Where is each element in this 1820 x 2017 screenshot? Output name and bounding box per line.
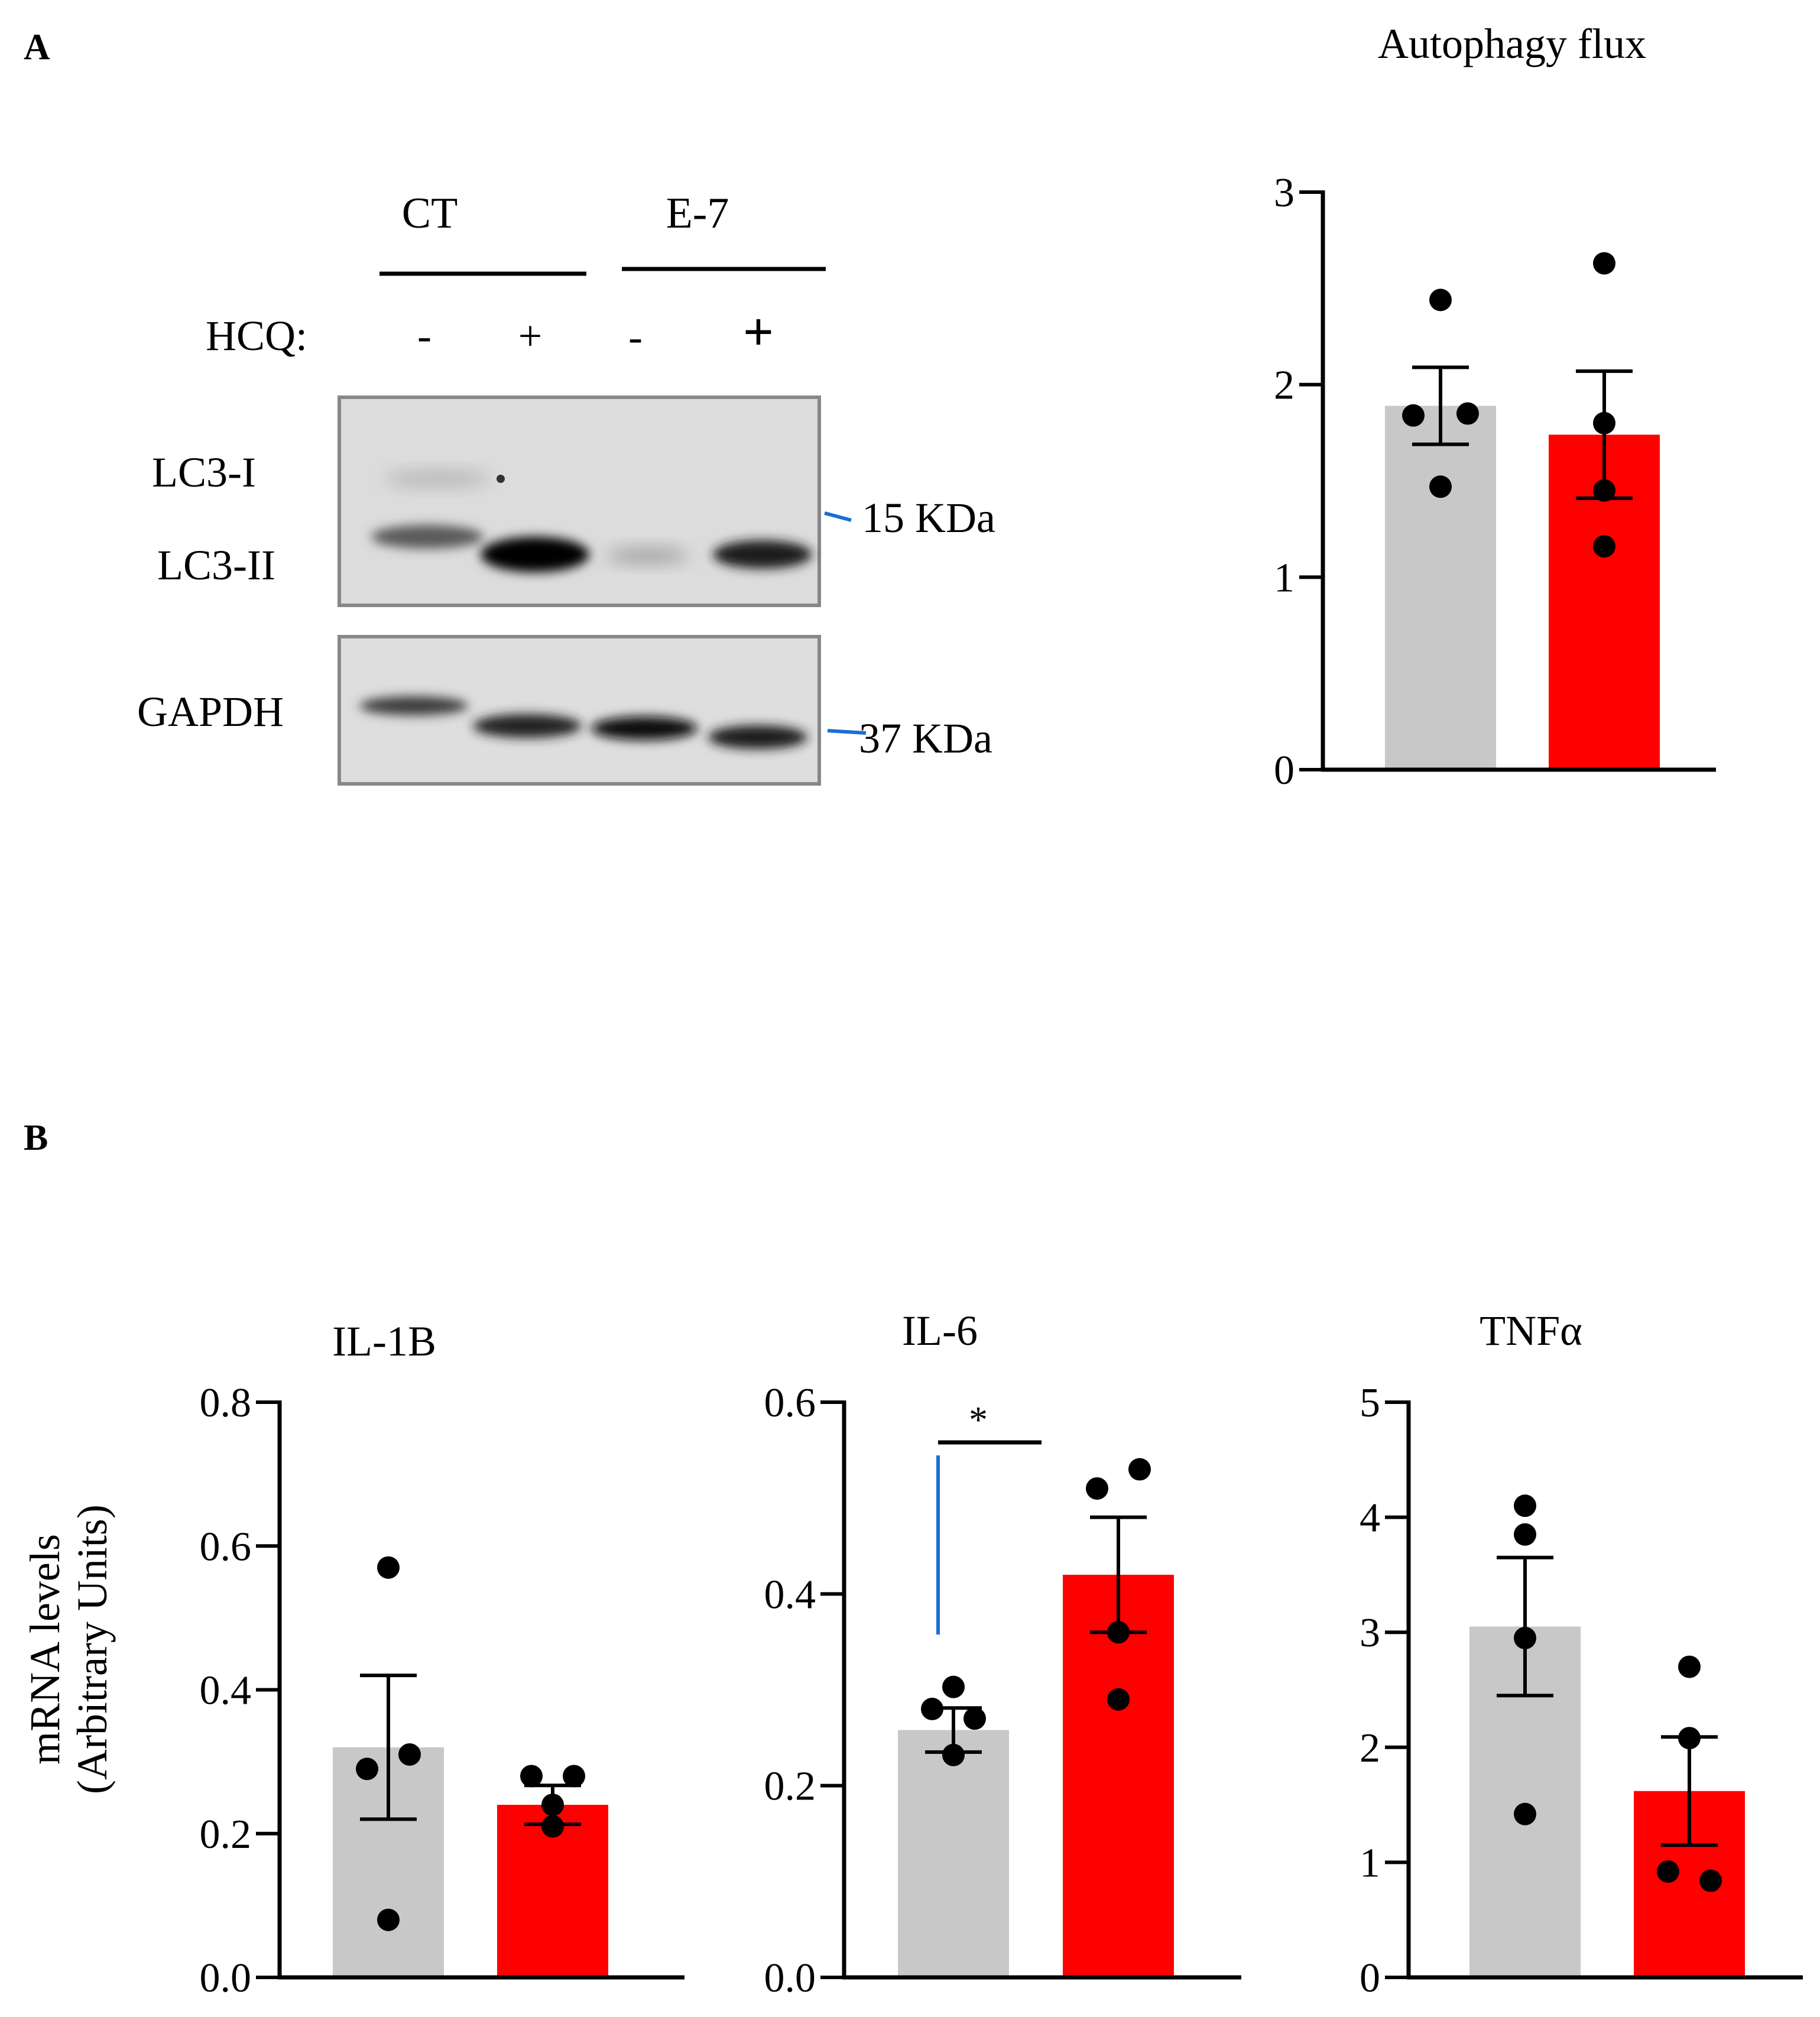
data-point — [942, 1743, 965, 1766]
western-blot-gapdh-image — [338, 635, 821, 786]
group-label-ct: CT — [402, 189, 458, 238]
data-point — [541, 1815, 564, 1838]
chart-autophagy-flux: Autophagy flux 0 1 2 3 — [1274, 20, 1716, 793]
lane-sign-3: - — [628, 313, 643, 361]
marker-tick-15 — [824, 511, 852, 522]
data-point — [1086, 1477, 1108, 1500]
y-tick-label: 1 — [1360, 1840, 1380, 1886]
chart-il-6: IL-6 * 0.0 0.2 0.4 0.6 — [764, 1307, 1241, 2001]
treatment-label: HCQ: — [206, 312, 307, 359]
lane-sign-4: + — [743, 301, 774, 362]
y-tick-label: 0.6 — [200, 1524, 252, 1570]
western-blot-panel: CT E-7 HCQ: - + - + LC3-I LC3-II GAPDH — [137, 189, 995, 786]
data-point — [541, 1794, 564, 1817]
panel-label-a: A — [24, 27, 50, 67]
data-point — [1514, 1494, 1536, 1517]
marker-label-15: 15 KDa — [862, 494, 995, 541]
data-point — [942, 1675, 965, 1698]
y-tick-label: 0.0 — [764, 1956, 816, 2001]
data-point — [1107, 1688, 1130, 1711]
western-blot-lc3-image — [338, 395, 821, 607]
y-tick-label: 0.4 — [200, 1668, 252, 1714]
data-point — [1514, 1523, 1536, 1546]
chart-tnf-alpha: TNFα 0 1 2 3 4 5 — [1360, 1307, 1803, 2001]
group-label-e7: E-7 — [666, 189, 729, 238]
y-tick-label: 0.0 — [200, 1956, 252, 2001]
y-tick-label: 4 — [1360, 1496, 1380, 1541]
error-bar-ct — [1412, 365, 1469, 446]
y-tick-label: 2 — [1360, 1726, 1380, 1771]
error-bar-ct — [360, 1674, 417, 1821]
data-point — [356, 1757, 378, 1781]
chart-title: TNFα — [1480, 1307, 1582, 1354]
data-point — [1107, 1621, 1130, 1644]
data-point — [963, 1707, 986, 1730]
lane-sign-2: + — [518, 312, 543, 359]
data-point — [1593, 411, 1615, 434]
band-label-gapdh: GAPDH — [137, 688, 284, 735]
y-tick-label: 0 — [1274, 748, 1295, 793]
band-label-lc3-ii: LC3-II — [157, 541, 275, 589]
bar-ct — [1385, 406, 1496, 770]
data-point — [1128, 1458, 1151, 1481]
data-point — [1593, 252, 1615, 275]
data-point — [1402, 404, 1425, 427]
data-point — [563, 1765, 585, 1788]
data-point — [1657, 1860, 1679, 1883]
y-tick-label: 2 — [1274, 363, 1295, 408]
y-tick-label: 0.2 — [764, 1764, 816, 1810]
marker-tick-37 — [827, 729, 867, 735]
data-point — [377, 1908, 400, 1931]
data-point — [1456, 402, 1479, 425]
data-point — [520, 1765, 543, 1788]
y-tick-label: 3 — [1274, 170, 1295, 216]
data-point — [921, 1697, 943, 1720]
data-point — [1593, 479, 1615, 502]
bar-ct — [898, 1730, 1009, 1977]
y-tick-label: 0.2 — [200, 1812, 252, 1857]
data-point — [1678, 1727, 1701, 1750]
y-tick-label: 0 — [1360, 1956, 1380, 2001]
y-axis-label-line-1: mRNA levels — [21, 1534, 69, 1765]
y-tick-label: 0.8 — [200, 1380, 252, 1426]
y-tick-label: 1 — [1274, 555, 1295, 601]
y-tick-label: 0.6 — [764, 1380, 816, 1426]
error-bar-ct — [1497, 1555, 1553, 1698]
data-point — [1514, 1802, 1536, 1825]
significance-star: * — [969, 1399, 988, 1441]
y-tick-label: 0.4 — [764, 1572, 816, 1617]
y-axis-label-line-2: (Arbitrary Units) — [69, 1504, 116, 1794]
data-point — [1699, 1869, 1722, 1892]
chart-title: Autophagy flux — [1378, 20, 1646, 67]
chart-il-1b: IL-1B mRNA levels (Arbitrary Units) 0.0 0… — [21, 1318, 684, 2001]
data-point — [1429, 475, 1452, 498]
y-tick-label: 5 — [1360, 1380, 1380, 1426]
band-label-lc3-i: LC3-I — [152, 449, 256, 496]
panel-label-b: B — [24, 1118, 48, 1158]
data-point — [1514, 1626, 1536, 1649]
lane-sign-1: - — [417, 312, 432, 359]
data-point — [1593, 535, 1615, 558]
data-point — [398, 1743, 421, 1766]
chart-title: IL-1B — [332, 1318, 436, 1365]
y-tick-label: 3 — [1360, 1610, 1380, 1656]
marker-label-37: 37 KDa — [859, 715, 992, 762]
data-point — [1678, 1655, 1701, 1678]
chart-title: IL-6 — [902, 1307, 978, 1354]
data-point — [377, 1556, 400, 1579]
data-point — [1429, 288, 1452, 312]
